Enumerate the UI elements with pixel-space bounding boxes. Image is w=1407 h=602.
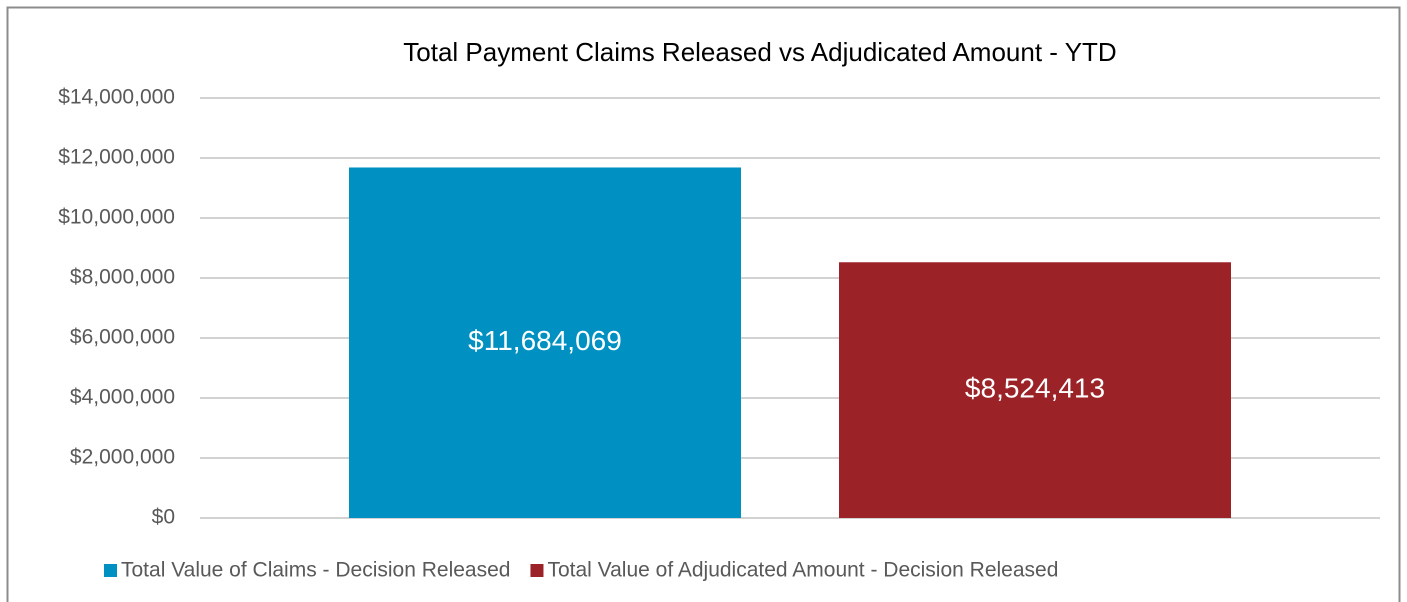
- legend-label: Total Value of Claims - Decision Release…: [121, 559, 510, 582]
- legend-label: Total Value of Adjudicated Amount - Deci…: [547, 559, 1058, 582]
- y-tick-label: $6,000,000: [70, 326, 175, 349]
- data-label: $11,684,069: [468, 325, 622, 356]
- y-tick-label: $8,000,000: [70, 266, 175, 289]
- y-tick-label: $12,000,000: [58, 146, 175, 169]
- bar: [349, 167, 741, 518]
- y-tick-label: $4,000,000: [70, 386, 175, 409]
- bar: [839, 262, 1231, 518]
- chart-title: Total Payment Claims Released vs Adjudic…: [403, 37, 1116, 67]
- y-tick-label: $2,000,000: [70, 446, 175, 469]
- data-label: $8,524,413: [965, 373, 1105, 404]
- legend-swatch: [104, 564, 117, 577]
- y-tick-label: $0: [152, 506, 175, 529]
- y-tick-label: $10,000,000: [58, 206, 175, 229]
- legend-swatch: [530, 564, 544, 577]
- y-tick-label: $14,000,000: [58, 86, 175, 109]
